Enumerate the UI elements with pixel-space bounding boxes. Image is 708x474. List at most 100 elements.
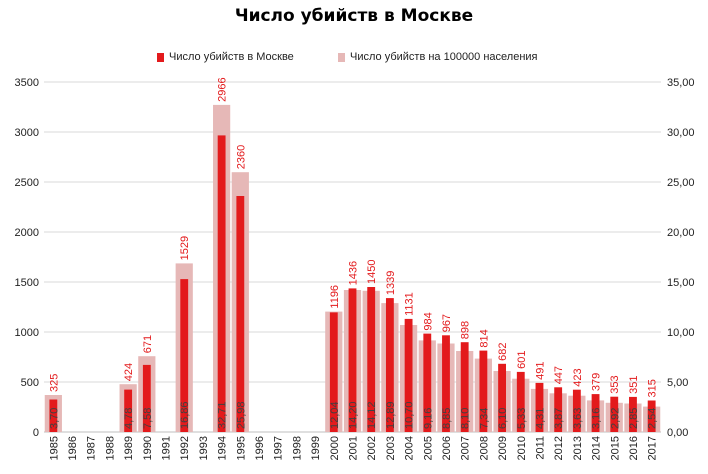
x-tick-label: 1992	[179, 436, 191, 460]
murders-data-label: 424	[123, 363, 135, 381]
murders-bar	[479, 350, 488, 432]
murders-data-label: 353	[609, 375, 621, 393]
y-tick-label: 1500	[15, 277, 39, 289]
murders-data-label: 447	[553, 366, 565, 384]
x-tick-label: 1995	[235, 436, 247, 460]
murders-bar	[329, 312, 338, 432]
murders-bar	[236, 196, 245, 432]
murders-data-label: 1436	[348, 261, 360, 285]
x-tick-label: 2017	[647, 436, 659, 460]
x-tick-label: 1993	[198, 436, 210, 460]
murders-bar	[591, 394, 600, 432]
y2-tick-label: 20,00	[667, 227, 695, 239]
y-tick-label: 1000	[15, 327, 39, 339]
rate-data-label: 14,20	[348, 401, 360, 429]
x-tick-label: 1986	[67, 436, 79, 460]
murders-bar	[516, 371, 525, 432]
murders-data-label: 814	[478, 329, 490, 347]
x-tick-label: 2005	[422, 436, 434, 460]
rate-data-label: 3,87	[553, 408, 565, 429]
rate-data-label: 8,10	[460, 408, 472, 429]
murders-data-label: 2360	[235, 145, 247, 169]
x-tick-label: 2016	[628, 436, 640, 460]
y2-tick-label: 0,00	[667, 427, 688, 439]
murders-data-label: 423	[572, 368, 584, 386]
murders-data-label: 491	[534, 362, 546, 380]
murders-data-label: 315	[647, 379, 659, 397]
x-tick-label: 1987	[86, 436, 98, 460]
rate-data-label: 12,89	[385, 401, 397, 429]
murders-bar	[498, 363, 507, 432]
x-tick-label: 2001	[348, 436, 360, 460]
y-tick-label: 2500	[15, 177, 39, 189]
murders-bar	[217, 135, 226, 432]
rate-data-label: 8,85	[441, 408, 453, 429]
y2-tick-label: 10,00	[667, 327, 695, 339]
x-tick-label: 2006	[441, 436, 453, 460]
murders-bar	[442, 335, 450, 432]
murders-data-label: 967	[441, 314, 453, 332]
x-tick-label: 2015	[609, 436, 621, 460]
murders-bar	[142, 364, 151, 432]
murders-bar	[629, 396, 637, 432]
x-tick-label: 2014	[591, 436, 603, 460]
y-tick-label: 3500	[15, 77, 39, 89]
rate-data-label: 3,16	[591, 408, 603, 429]
murders-bar	[367, 287, 376, 432]
murders-data-label: 1196	[329, 285, 341, 309]
murders-data-label: 1339	[385, 271, 397, 295]
legend-label-murders: Число убийств в Москве	[169, 51, 294, 63]
murders-data-label: 351	[628, 376, 640, 394]
rate-data-label: 12,04	[329, 401, 341, 429]
rate-data-label: 9,16	[422, 408, 434, 429]
murders-bar	[572, 389, 581, 432]
murders-data-label: 379	[591, 373, 603, 391]
rate-data-label: 2,92	[609, 408, 621, 429]
rate-data-label: 3,63	[572, 408, 584, 429]
x-tick-label: 1990	[142, 436, 154, 460]
x-tick-label: 1996	[254, 436, 266, 460]
y-tick-label: 0	[33, 427, 39, 439]
rate-data-label: 6,10	[497, 408, 509, 429]
legend: Число убийств в Москве Число убийств на …	[0, 51, 708, 67]
rate-data-label: 2,85	[628, 408, 640, 429]
murders-bar	[610, 396, 619, 432]
murders-bar	[647, 400, 656, 432]
legend-label-rate: Число убийств на 100000 населения	[350, 51, 538, 63]
rate-data-label: 2,54	[647, 408, 659, 429]
x-tick-label: 2011	[534, 436, 546, 460]
y-tick-label: 3000	[15, 127, 39, 139]
murders-bar	[348, 288, 357, 432]
murders-bar	[554, 387, 563, 432]
rate-data-label: 16,86	[179, 401, 191, 429]
murders-data-label: 601	[516, 351, 528, 369]
x-tick-label: 2009	[497, 436, 509, 460]
murders-data-label: 898	[460, 321, 472, 339]
x-tick-label: 1998	[291, 436, 303, 460]
rate-data-label: 10,70	[404, 401, 416, 429]
legend-item-rate: Число убийств на 100000 населения	[338, 51, 538, 63]
rate-data-label: 7,58	[142, 408, 154, 429]
x-tick-label: 1985	[48, 436, 60, 460]
murders-data-label: 984	[422, 312, 434, 330]
x-tick-label: 1997	[273, 436, 285, 460]
x-tick-label: 2008	[478, 436, 490, 460]
rate-data-label: 4,31	[534, 408, 546, 429]
x-tick-label: 2003	[385, 436, 397, 460]
x-tick-label: 1991	[161, 436, 173, 460]
rate-data-label: 5,33	[516, 408, 528, 429]
rate-data-label: 7,34	[478, 408, 490, 429]
murders-data-label: 671	[142, 335, 154, 353]
murders-bar	[124, 389, 133, 432]
murders-data-label: 325	[48, 374, 60, 392]
rate-data-label: 3,70	[48, 408, 60, 429]
x-tick-label: 1994	[217, 436, 229, 460]
y2-tick-label: 30,00	[667, 127, 695, 139]
x-tick-label: 1999	[310, 436, 322, 460]
x-tick-label: 2013	[572, 436, 584, 460]
x-tick-label: 1988	[104, 436, 116, 460]
y2-tick-label: 15,00	[667, 277, 695, 289]
murders-bar	[404, 318, 413, 432]
murders-data-label: 1529	[179, 236, 191, 260]
y2-tick-label: 5,00	[667, 377, 688, 389]
